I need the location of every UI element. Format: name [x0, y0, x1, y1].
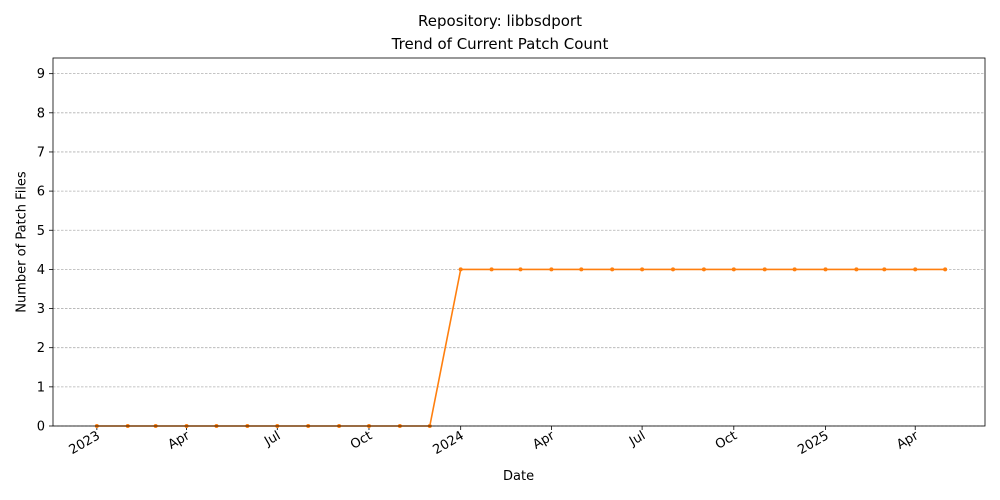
chart-subtitle: Trend of Current Patch Count — [391, 35, 609, 53]
data-point — [882, 267, 887, 272]
data-point — [458, 267, 463, 272]
data-point — [579, 267, 584, 272]
data-point — [792, 267, 797, 272]
data-point — [854, 267, 859, 272]
data-point — [671, 267, 676, 272]
y-axis-label: Number of Patch Files — [14, 171, 30, 313]
data-point — [701, 267, 706, 272]
y-tick-label: 8 — [37, 106, 45, 121]
data-point — [823, 267, 828, 272]
y-tick-label: 2 — [37, 341, 45, 356]
data-point — [731, 267, 736, 272]
x-tick-label: 2025 — [795, 428, 831, 458]
y-tick-label: 1 — [37, 380, 45, 395]
x-tick-label: Apr — [894, 428, 922, 453]
y-tick-label: 3 — [37, 302, 45, 317]
x-tick-label: Oct — [713, 428, 740, 452]
y-tick-label: 5 — [37, 224, 45, 239]
y-tick-label: 4 — [37, 263, 45, 278]
x-tick-label: Jul — [261, 428, 283, 449]
y-tick-label: 9 — [37, 67, 45, 82]
y-tick-label: 6 — [37, 185, 45, 200]
x-tick-label: Oct — [348, 428, 375, 452]
data-point — [549, 267, 554, 272]
x-tick-label: Apr — [530, 428, 558, 453]
x-tick-label: Apr — [166, 428, 194, 453]
y-tick-label: 0 — [37, 420, 45, 435]
data-point — [762, 267, 767, 272]
data-point — [518, 267, 523, 272]
data-point — [913, 267, 918, 272]
plot-frame — [52, 57, 986, 427]
data-point — [640, 267, 645, 272]
x-tick-label: 2023 — [67, 428, 103, 458]
x-tick-label: Jul — [626, 428, 648, 449]
chart-title: Repository: libbsdport — [418, 12, 582, 30]
data-point — [943, 267, 948, 272]
data-point — [489, 267, 494, 272]
y-tick-label: 7 — [37, 145, 45, 160]
data-point — [610, 267, 615, 272]
x-tick-label: 2024 — [431, 428, 467, 458]
x-axis-label: Date — [503, 469, 535, 484]
